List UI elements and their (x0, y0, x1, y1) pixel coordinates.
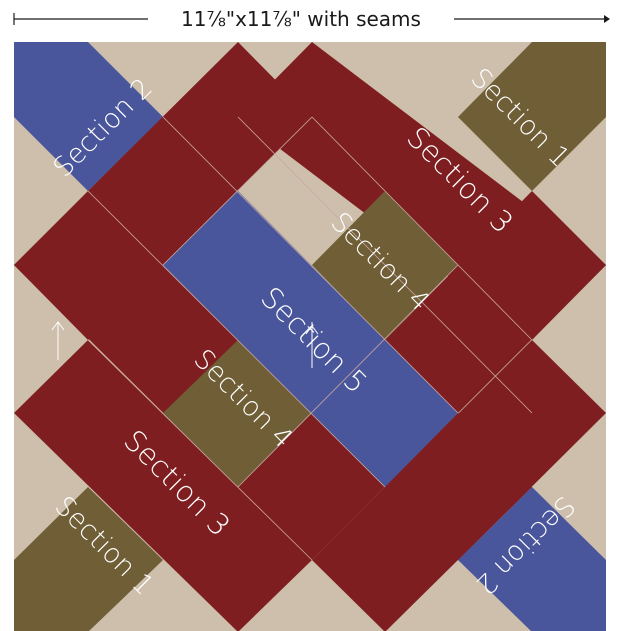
red-strip-top-center (88, 42, 312, 265)
section-1-top-piece (458, 42, 606, 191)
section-1-bottom-piece (14, 487, 163, 631)
dimension-label: 11⅞"x11⅞" with seams (181, 7, 421, 31)
dimension-line: 11⅞"x11⅞" with seams (13, 7, 610, 31)
quilt-block: Section 2 Section 1 Section 3 Section 4 … (14, 42, 606, 631)
red-strip-lower-right (385, 340, 606, 560)
red-strip-right (385, 191, 606, 413)
seam-lines (87, 116, 533, 561)
section-3-bottom-strip (14, 340, 312, 631)
section-5-center-strip (163, 191, 458, 487)
section-2-bottom-piece (458, 487, 606, 631)
pressing-arrows (51, 321, 319, 368)
